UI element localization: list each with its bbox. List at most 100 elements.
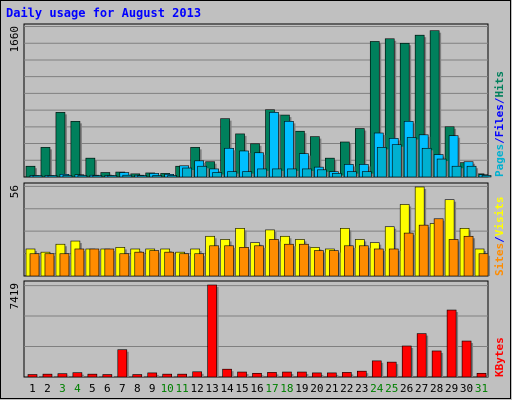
legend-separator: / bbox=[493, 137, 506, 144]
bar-sites-day-9 bbox=[149, 250, 160, 277]
bar-kbytes-day-2 bbox=[42, 373, 53, 378]
bar-kbytes-day-9 bbox=[147, 372, 158, 378]
bar-pages-day-11 bbox=[182, 167, 192, 178]
x-tick-label-day-3: 3 bbox=[59, 382, 66, 395]
bar-hits-day-3 bbox=[55, 112, 66, 178]
bar-kbytes-day-18 bbox=[282, 371, 292, 378]
bar-kbytes-day-3 bbox=[57, 373, 68, 378]
bar-sites-day-27 bbox=[418, 224, 429, 277]
x-tick-label-day-22: 22 bbox=[340, 382, 353, 395]
bar-pages-day-25 bbox=[391, 144, 402, 178]
bar-pages-day-12 bbox=[197, 165, 207, 178]
y-max-label-sites-visits: 56 bbox=[8, 185, 21, 198]
x-tick-label-day-7: 7 bbox=[119, 382, 126, 395]
legend-hits: Hits bbox=[493, 71, 506, 98]
plot-area-kbytes bbox=[23, 280, 489, 378]
bar-pages-day-23 bbox=[361, 171, 372, 178]
x-tick-label-day-17: 17 bbox=[265, 382, 278, 395]
x-tick-label-day-16: 16 bbox=[250, 382, 263, 395]
bar-pages-day-15 bbox=[242, 171, 252, 178]
bar-kbytes-day-23 bbox=[356, 370, 367, 378]
legend-separator: / bbox=[493, 97, 506, 104]
bar-kbytes-day-31 bbox=[476, 372, 487, 378]
bar-sites-day-30 bbox=[463, 235, 474, 277]
x-tick-label-day-19: 19 bbox=[295, 382, 308, 395]
x-tick-label-day-24: 24 bbox=[370, 382, 384, 395]
bar-sites-day-17 bbox=[269, 239, 279, 277]
legend-pages: Pages bbox=[493, 144, 506, 177]
bar-kbytes-day-13 bbox=[207, 284, 217, 378]
legend-kbytes: KBytes bbox=[493, 337, 506, 377]
x-tick-label-day-28: 28 bbox=[430, 382, 443, 395]
bar-sites-day-20 bbox=[314, 250, 324, 277]
bar-pages-day-3 bbox=[62, 175, 73, 178]
bar-sites-day-15 bbox=[239, 247, 249, 277]
bar-kbytes-day-28 bbox=[431, 350, 442, 378]
bar-sites-day-6 bbox=[104, 248, 115, 277]
bar-kbytes-day-5 bbox=[87, 373, 98, 378]
bar-kbytes-day-25 bbox=[386, 361, 397, 378]
bar-hits-day-2 bbox=[40, 147, 51, 178]
bar-sites-day-29 bbox=[448, 239, 459, 277]
bar-pages-day-1 bbox=[32, 175, 43, 178]
bar-pages-day-20 bbox=[317, 169, 327, 178]
bar-sites-day-19 bbox=[299, 243, 309, 277]
bar-pages-day-16 bbox=[257, 168, 267, 178]
x-tick-label-day-5: 5 bbox=[89, 382, 96, 395]
x-tick-label-day-15: 15 bbox=[235, 382, 248, 395]
bar-kbytes-day-19 bbox=[297, 371, 307, 378]
x-tick-label-day-26: 26 bbox=[400, 382, 413, 395]
bar-pages-day-2 bbox=[47, 175, 58, 178]
bar-kbytes-day-24 bbox=[371, 360, 382, 378]
bar-kbytes-day-11 bbox=[177, 373, 187, 378]
bar-sites-day-3 bbox=[59, 253, 70, 277]
x-tick-label-day-6: 6 bbox=[104, 382, 111, 395]
legend-separator: / bbox=[493, 236, 506, 243]
bar-kbytes-day-14 bbox=[222, 368, 232, 378]
y-max-label-kbytes: 7419 bbox=[8, 283, 21, 310]
x-tick-label-day-14: 14 bbox=[220, 382, 234, 395]
legend-sites: Sites bbox=[493, 243, 506, 276]
x-tick-label-day-10: 10 bbox=[161, 382, 174, 395]
bar-pages-day-4 bbox=[77, 175, 88, 178]
bar-kbytes-day-4 bbox=[72, 372, 83, 378]
bar-sites-day-22 bbox=[344, 245, 354, 277]
bar-sites-day-31 bbox=[478, 253, 489, 277]
bar-pages-day-17 bbox=[272, 168, 282, 178]
bar-pages-day-8 bbox=[137, 175, 148, 178]
bar-pages-day-27 bbox=[421, 147, 432, 178]
x-tick-label-day-8: 8 bbox=[134, 382, 141, 395]
bar-pages-day-7 bbox=[122, 174, 133, 178]
bar-sites-day-26 bbox=[403, 232, 414, 277]
bar-sites-day-21 bbox=[329, 250, 339, 277]
bar-pages-day-31 bbox=[481, 175, 492, 178]
panel-sites-visits: 56 Sites/Visits bbox=[8, 182, 506, 277]
bar-sites-day-28 bbox=[433, 218, 444, 277]
bar-pages-day-5 bbox=[92, 175, 103, 178]
y-max-label-hits-files-pages: 1660 bbox=[8, 26, 21, 53]
x-tick-label-day-12: 12 bbox=[191, 382, 204, 395]
bar-pages-day-14 bbox=[227, 171, 237, 178]
bar-sites-day-25 bbox=[388, 248, 399, 277]
bar-kbytes-day-16 bbox=[252, 372, 262, 378]
bar-hits-day-5 bbox=[85, 157, 96, 178]
bar-kbytes-day-7 bbox=[117, 349, 128, 378]
bar-files-day-17 bbox=[269, 112, 279, 178]
bar-sites-day-13 bbox=[209, 245, 219, 277]
bar-sites-day-16 bbox=[254, 245, 264, 277]
legend-files: Files bbox=[493, 104, 506, 137]
legend-label-kbytes: KBytes bbox=[493, 337, 506, 377]
bar-sites-day-8 bbox=[134, 251, 145, 277]
bar-kbytes-day-8 bbox=[132, 374, 143, 378]
bar-pages-day-10 bbox=[167, 175, 178, 178]
x-tick-label-day-31: 31 bbox=[475, 382, 488, 395]
bar-kbytes-day-29 bbox=[446, 309, 457, 378]
legend-label-sites-visits: Sites/Visits bbox=[493, 197, 506, 277]
x-tick-label-day-23: 23 bbox=[355, 382, 368, 395]
x-tick-label-day-2: 2 bbox=[44, 382, 51, 395]
x-tick-label-day-20: 20 bbox=[310, 382, 323, 395]
bar-kbytes-day-15 bbox=[237, 371, 247, 378]
bar-pages-day-28 bbox=[436, 158, 447, 178]
bar-pages-day-29 bbox=[451, 165, 462, 178]
